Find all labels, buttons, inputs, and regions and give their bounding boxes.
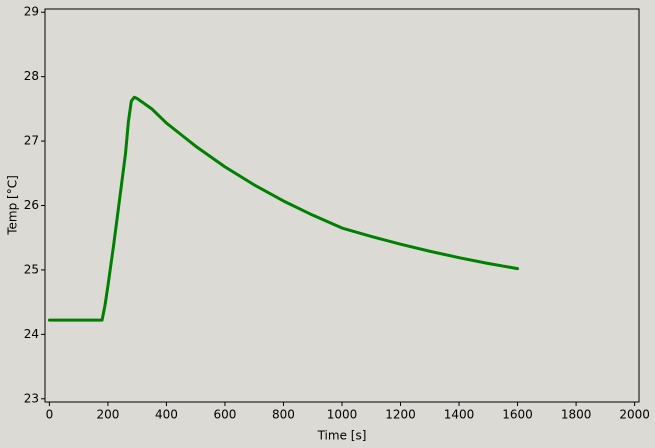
- x-axis-label: Time [s]: [317, 429, 367, 443]
- x-tick-label: 1000: [327, 408, 358, 422]
- y-tick-label: 25: [24, 262, 39, 276]
- x-tick-label: 1400: [444, 408, 475, 422]
- x-tick-label: 400: [155, 408, 178, 422]
- y-tick-label: 23: [24, 391, 39, 405]
- x-tick-label: 1800: [561, 408, 592, 422]
- plot-area: [44, 8, 640, 403]
- x-tick-label: 1200: [385, 408, 416, 422]
- x-tick-label: 200: [96, 408, 119, 422]
- y-tick-label: 27: [24, 134, 39, 148]
- x-tick-label: 1600: [502, 408, 533, 422]
- data-line: [47, 95, 520, 322]
- y-tick-label: 28: [24, 69, 39, 83]
- x-tick-label: 800: [272, 408, 295, 422]
- y-axis-label: Temp [°C]: [6, 175, 20, 236]
- x-tick-label: 2000: [619, 408, 650, 422]
- y-tick-label: 29: [24, 5, 39, 19]
- x-tick-label: 600: [214, 408, 237, 422]
- y-tick-label: 24: [24, 327, 39, 341]
- x-tick-label: 0: [46, 408, 54, 422]
- y-tick-label: 26: [24, 198, 39, 212]
